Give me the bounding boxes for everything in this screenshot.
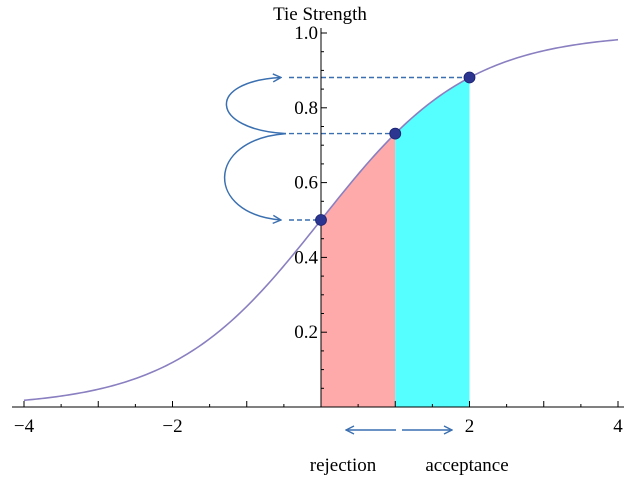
y-tick-label: 0.6 bbox=[294, 173, 318, 194]
rejection-label: rejection bbox=[310, 455, 377, 476]
x-tick-label: 2 bbox=[465, 416, 475, 437]
y-tick-label: 0.8 bbox=[294, 98, 318, 119]
y-tick-label: 0.2 bbox=[294, 322, 318, 343]
data-point-2 bbox=[389, 127, 402, 140]
data-point-3 bbox=[463, 71, 476, 84]
data-point-1 bbox=[315, 214, 327, 226]
y-tick-label: 0.4 bbox=[294, 247, 318, 268]
y-tick-label: 1.0 bbox=[294, 23, 318, 44]
loop-arrow-lower bbox=[223, 132, 287, 220]
x-tick-label: 4 bbox=[613, 416, 623, 437]
acceptance-label: acceptance bbox=[425, 455, 508, 476]
shaded-region-2 bbox=[395, 77, 470, 407]
x-tick-label: −2 bbox=[162, 416, 182, 437]
x-tick-label: −4 bbox=[14, 416, 35, 437]
loop-arrow-upper bbox=[225, 78, 287, 135]
y-axis-label: Tie Strength bbox=[273, 4, 367, 25]
shaded-region-1 bbox=[321, 133, 396, 407]
